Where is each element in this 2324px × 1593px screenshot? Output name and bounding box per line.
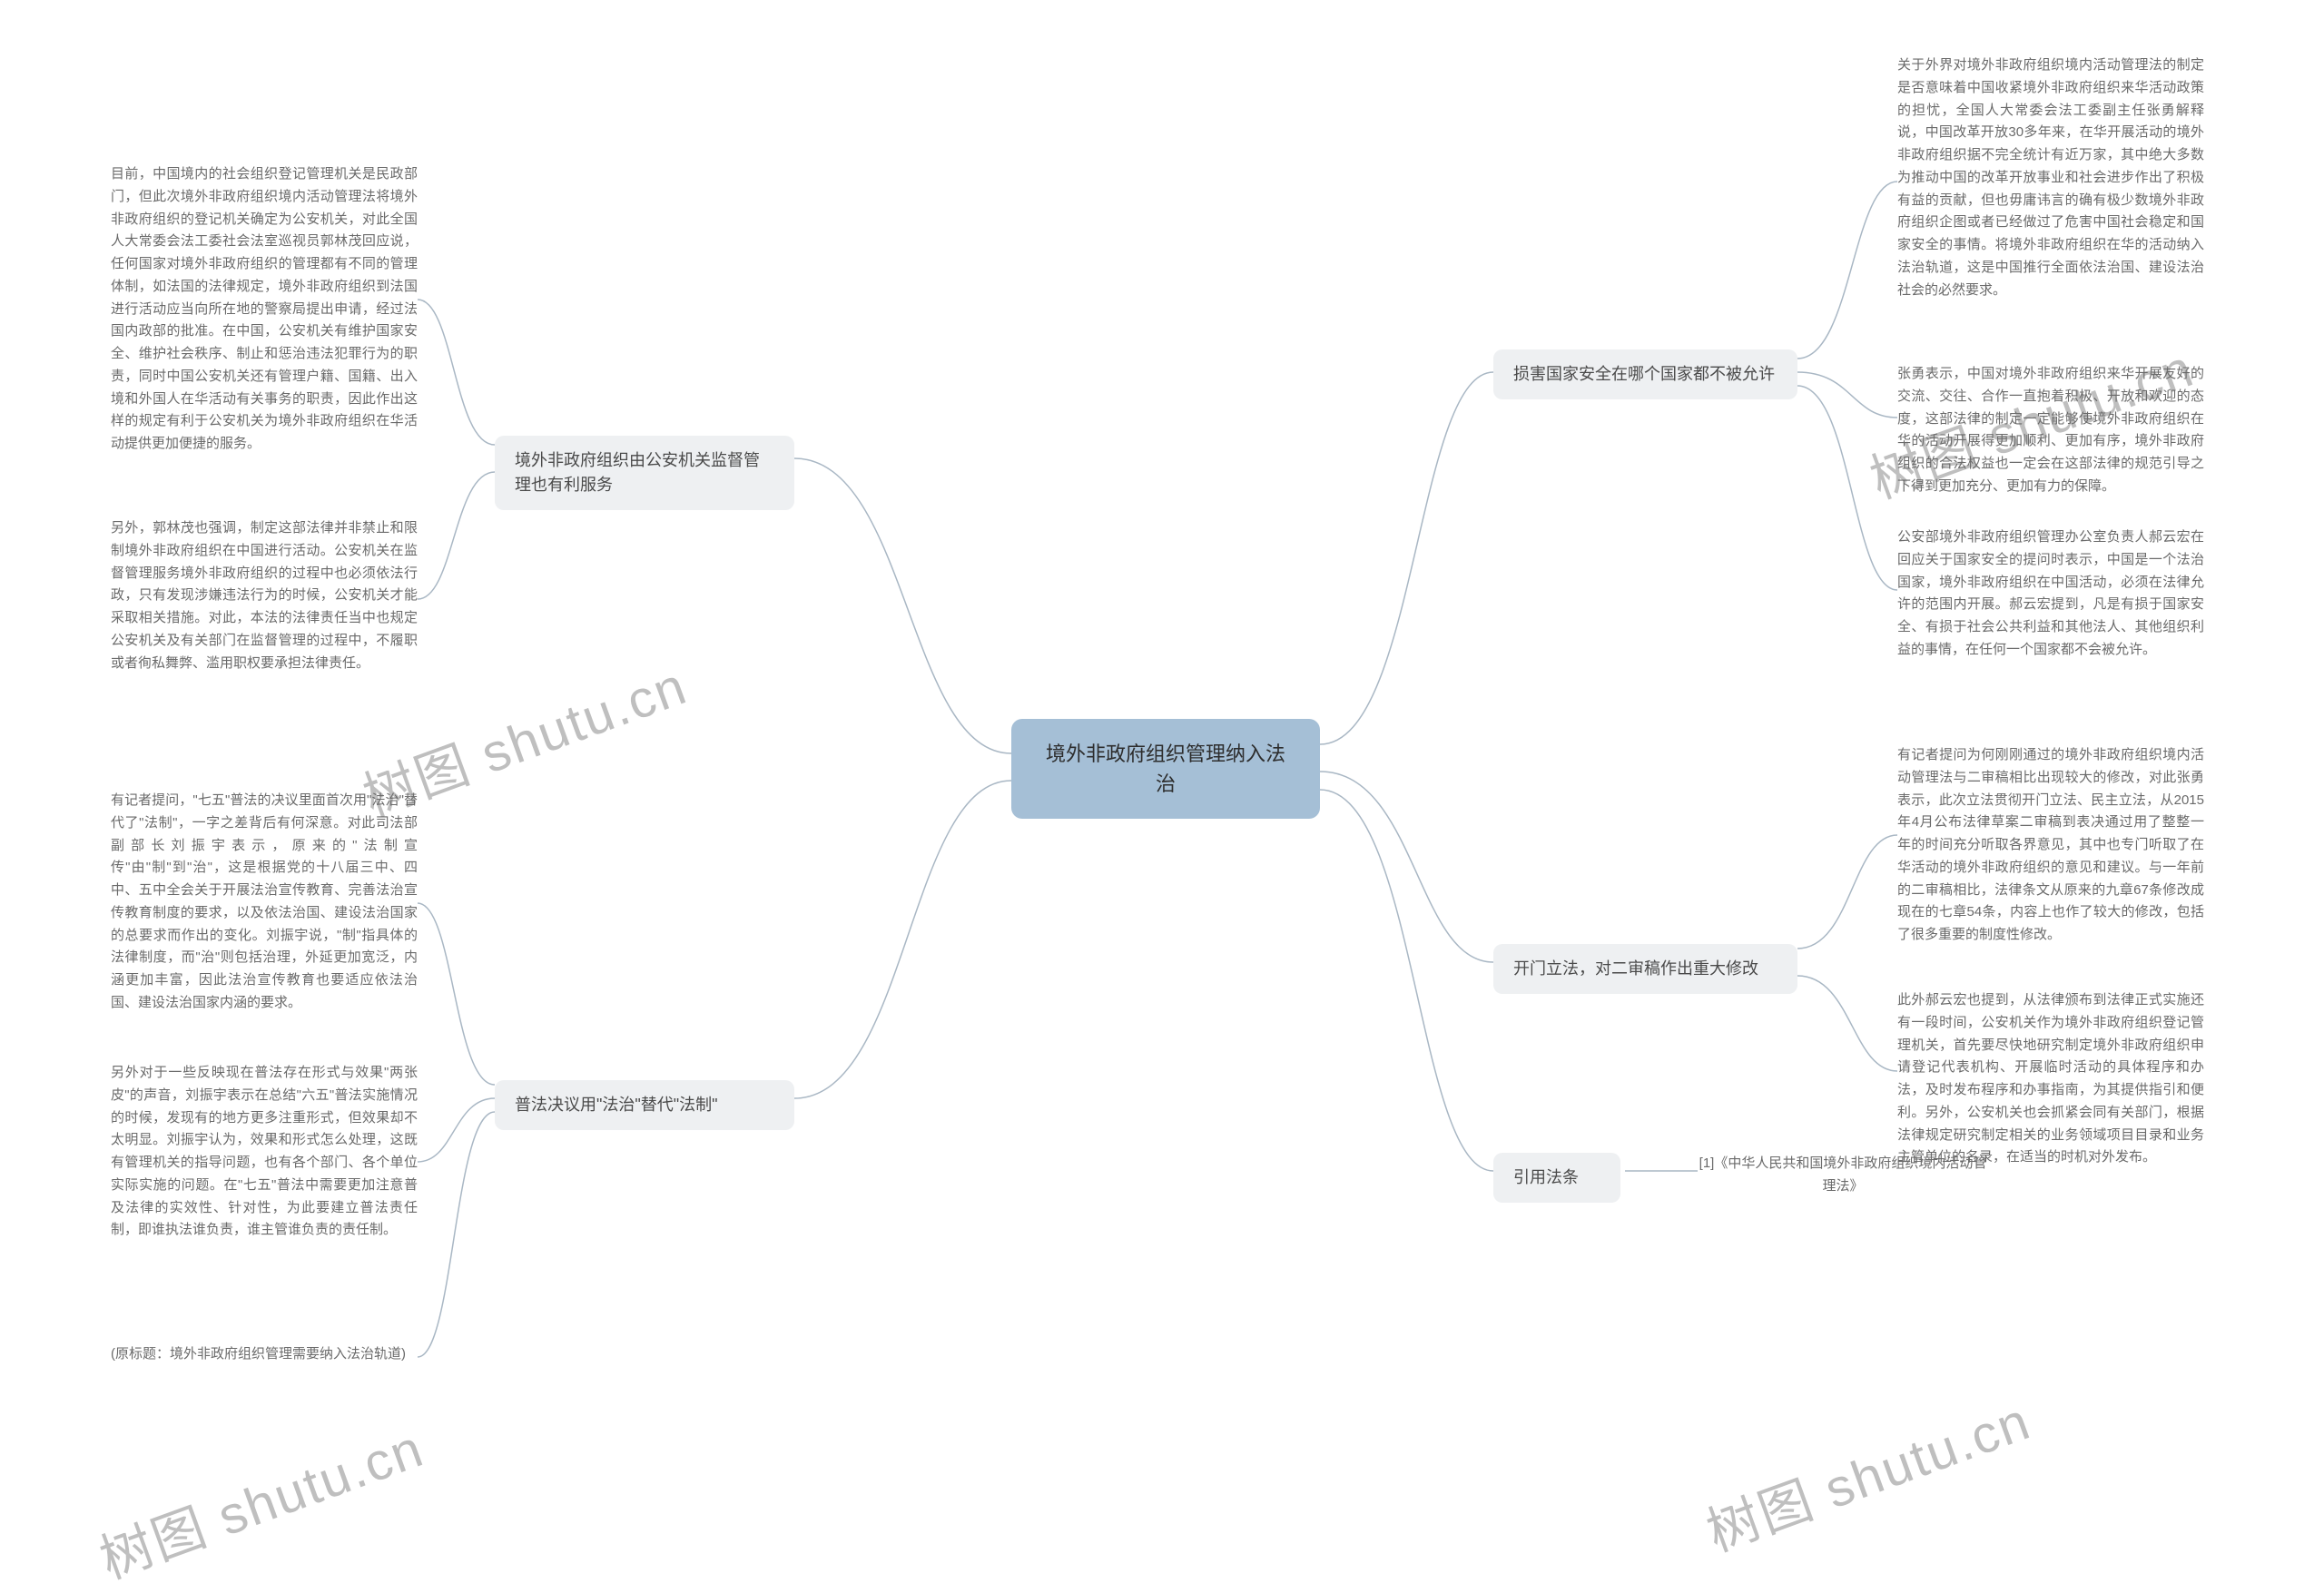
- leaf-right-1-2: 张勇表示，中国对境外非政府组织来华开展友好的交流、交往、合作一直抱着积极、开放和…: [1897, 363, 2204, 498]
- leaf-left-2-1: 有记者提问，"七五"普法的决议里面首次用"法治"替代了"法制"，一字之差背后有何…: [111, 790, 418, 1015]
- leaf-left-2-3: (原标题：境外非政府组织管理需要纳入法治轨道): [111, 1343, 418, 1366]
- leaf-right-1-3: 公安部境外非政府组织管理办公室负责人郝云宏在回应关于国家安全的提问时表示，中国是…: [1897, 526, 2204, 662]
- branch-right-1[interactable]: 损害国家安全在哪个国家都不被允许: [1493, 349, 1797, 399]
- leaf-left-2-2: 另外对于一些反映现在普法存在形式与效果"两张皮"的声音，刘振宇表示在总结"六五"…: [111, 1062, 418, 1242]
- leaf-right-3-1: [1]《中华人民共和国境外非政府组织境内活动管理法》: [1698, 1153, 1988, 1198]
- leaf-right-2-2: 此外郝云宏也提到，从法律颁布到法律正式实施还有一段时间，公安机关作为境外非政府组…: [1897, 989, 2204, 1169]
- center-node[interactable]: 境外非政府组织管理纳入法治: [1011, 719, 1320, 819]
- leaf-right-1-1: 关于外界对境外非政府组织境内活动管理法的制定是否意味着中国收紧境外非政府组织来华…: [1897, 54, 2204, 301]
- watermark: 树图 shutu.cn: [88, 1406, 433, 1593]
- leaf-right-2-1: 有记者提问为何刚刚通过的境外非政府组织境内活动管理法与二审稿相比出现较大的修改，…: [1897, 744, 2204, 947]
- watermark: 树图 shutu.cn: [1695, 1379, 2040, 1567]
- branch-left-2[interactable]: 普法决议用"法治"替代"法制": [495, 1080, 794, 1130]
- leaf-left-1-2: 另外，郭林茂也强调，制定这部法律并非禁止和限制境外非政府组织在中国进行活动。公安…: [111, 517, 418, 674]
- branch-right-3[interactable]: 引用法条: [1493, 1153, 1620, 1203]
- leaf-left-1-1: 目前，中国境内的社会组织登记管理机关是民政部门，但此次境外非政府组织境内活动管理…: [111, 163, 418, 456]
- branch-right-2[interactable]: 开门立法，对二审稿作出重大修改: [1493, 944, 1797, 994]
- branch-left-1[interactable]: 境外非政府组织由公安机关监督管理也有利服务: [495, 436, 794, 510]
